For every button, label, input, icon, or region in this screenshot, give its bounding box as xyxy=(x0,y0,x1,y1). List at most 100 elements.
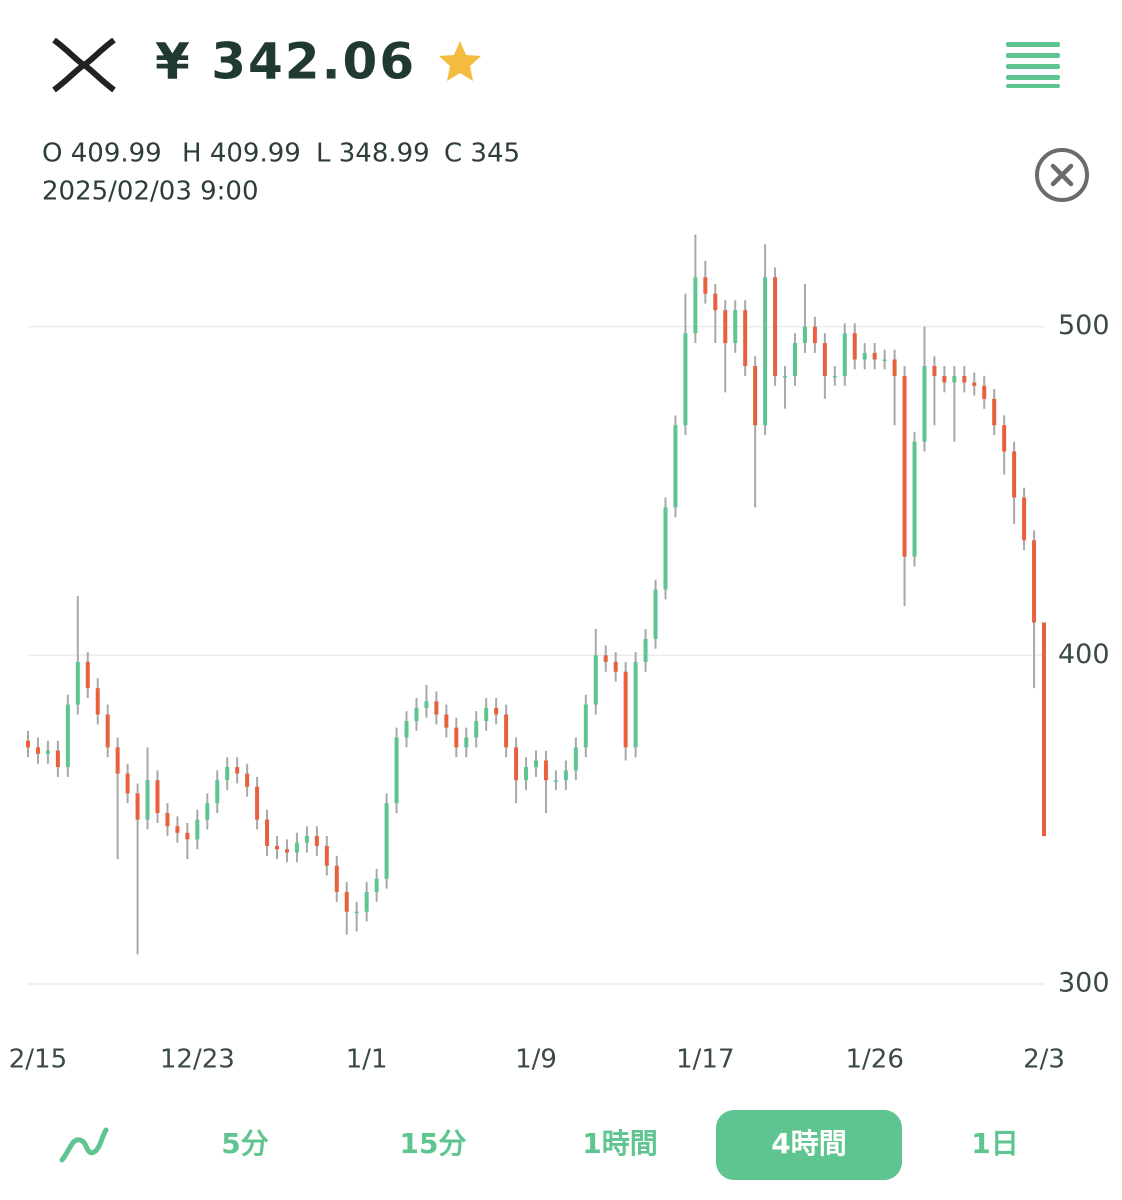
x-tick-label: 1/9 xyxy=(515,1045,557,1075)
y-tick-label: 400 xyxy=(1058,639,1110,670)
candle-body xyxy=(235,767,240,774)
candle-body xyxy=(792,343,797,376)
candle-body xyxy=(294,842,299,853)
candle-body xyxy=(822,343,827,376)
candle-body xyxy=(524,767,529,781)
candle-body xyxy=(723,310,728,344)
close-button[interactable] xyxy=(1035,148,1089,202)
candle-body xyxy=(842,333,847,376)
candle-body xyxy=(115,747,120,774)
x-tick-label: 12/23 xyxy=(160,1045,235,1075)
candle-body xyxy=(155,780,160,814)
candle-body xyxy=(673,425,678,508)
favorite-star[interactable] xyxy=(439,41,481,81)
candle-body xyxy=(125,773,130,794)
candle-body xyxy=(573,747,578,771)
candle-body xyxy=(852,333,857,360)
candle-body xyxy=(454,727,459,748)
candle-body xyxy=(165,813,170,827)
candle-body xyxy=(245,773,250,787)
ohlc-open: O 409.99 xyxy=(42,139,162,169)
candle-body xyxy=(952,375,957,383)
candle-body xyxy=(922,366,927,442)
candle-body xyxy=(55,750,60,768)
candle-body xyxy=(872,352,877,360)
candle-body xyxy=(494,707,499,715)
ohlc-close: C 345 xyxy=(444,139,520,169)
tab[interactable]: 5分 xyxy=(221,1127,268,1160)
candle-body xyxy=(1032,540,1037,623)
candle-body xyxy=(75,661,80,705)
datetime: 2025/02/03 9:00 xyxy=(42,177,259,207)
candle-body xyxy=(35,747,40,754)
candle-body xyxy=(753,366,758,426)
candle-body xyxy=(743,310,748,367)
candle-body xyxy=(783,375,788,378)
tab[interactable]: 1時間 xyxy=(582,1127,657,1160)
logo[interactable] xyxy=(52,37,116,93)
candle-body xyxy=(713,293,718,311)
candle-body xyxy=(553,780,558,782)
candle-body xyxy=(135,793,140,820)
tab[interactable]: 15分 xyxy=(400,1127,467,1160)
candle-body xyxy=(45,750,50,754)
candle-body xyxy=(464,737,469,748)
chart: 300 400 500 2/15 12/23 1/1 1/9 1/17 1/26 2/3 xyxy=(9,234,1110,1075)
ohlc-low: L 348.99 xyxy=(316,139,430,169)
candle-body xyxy=(394,737,399,804)
candle-body xyxy=(892,359,897,376)
candle-body xyxy=(942,375,947,383)
y-tick-label: 300 xyxy=(1058,967,1110,998)
candle-body xyxy=(912,441,917,557)
candle-body xyxy=(932,366,937,376)
candle-body xyxy=(255,786,260,820)
candle-body xyxy=(225,767,230,781)
candle-body xyxy=(474,721,479,738)
candle-body xyxy=(1012,451,1017,498)
candle-body xyxy=(105,714,110,748)
candle-body xyxy=(773,277,778,376)
candle-body xyxy=(653,589,658,639)
candle-body xyxy=(962,375,967,383)
candle-body xyxy=(534,760,538,768)
candle-body xyxy=(763,277,768,426)
candle-body xyxy=(404,721,409,738)
candle-body xyxy=(902,375,907,557)
candle-body xyxy=(613,661,618,672)
candle-body xyxy=(882,359,887,361)
x-tick-label: 2/3 xyxy=(1023,1045,1065,1075)
tab[interactable]: 1日 xyxy=(971,1127,1018,1160)
tab-selected-bg[interactable] xyxy=(716,1110,902,1180)
tab[interactable]: 4時間 xyxy=(771,1127,846,1160)
x-tick-label: 1/17 xyxy=(676,1045,734,1075)
candle-body xyxy=(314,836,319,846)
menu-button[interactable] xyxy=(1006,42,1060,88)
candle-body xyxy=(583,704,588,748)
candle-body xyxy=(374,878,379,892)
price: ¥ 342.06 xyxy=(155,33,416,91)
candle-body xyxy=(1002,425,1007,452)
candle-body xyxy=(334,865,339,892)
candle-body xyxy=(514,747,519,781)
candle-body xyxy=(275,845,280,850)
candle-body xyxy=(175,826,180,833)
candle-body xyxy=(683,333,688,426)
candle-body xyxy=(205,803,210,820)
candle-body xyxy=(344,891,349,912)
ohlc-high: H 409.99 xyxy=(182,139,301,169)
candle-body xyxy=(703,277,708,294)
candle-body xyxy=(643,638,648,662)
candle-body xyxy=(862,352,867,360)
candle-body xyxy=(185,832,190,840)
candle-body xyxy=(324,845,329,866)
candle-body xyxy=(265,819,270,846)
candle-body xyxy=(85,661,90,689)
candle-body xyxy=(95,688,100,715)
candle-body xyxy=(733,310,738,344)
x-tick-label: 1/26 xyxy=(845,1045,903,1075)
candle-body xyxy=(434,701,439,715)
candle-body xyxy=(26,740,30,748)
candle-body xyxy=(424,701,429,708)
line-chart-tab[interactable] xyxy=(59,1127,109,1163)
